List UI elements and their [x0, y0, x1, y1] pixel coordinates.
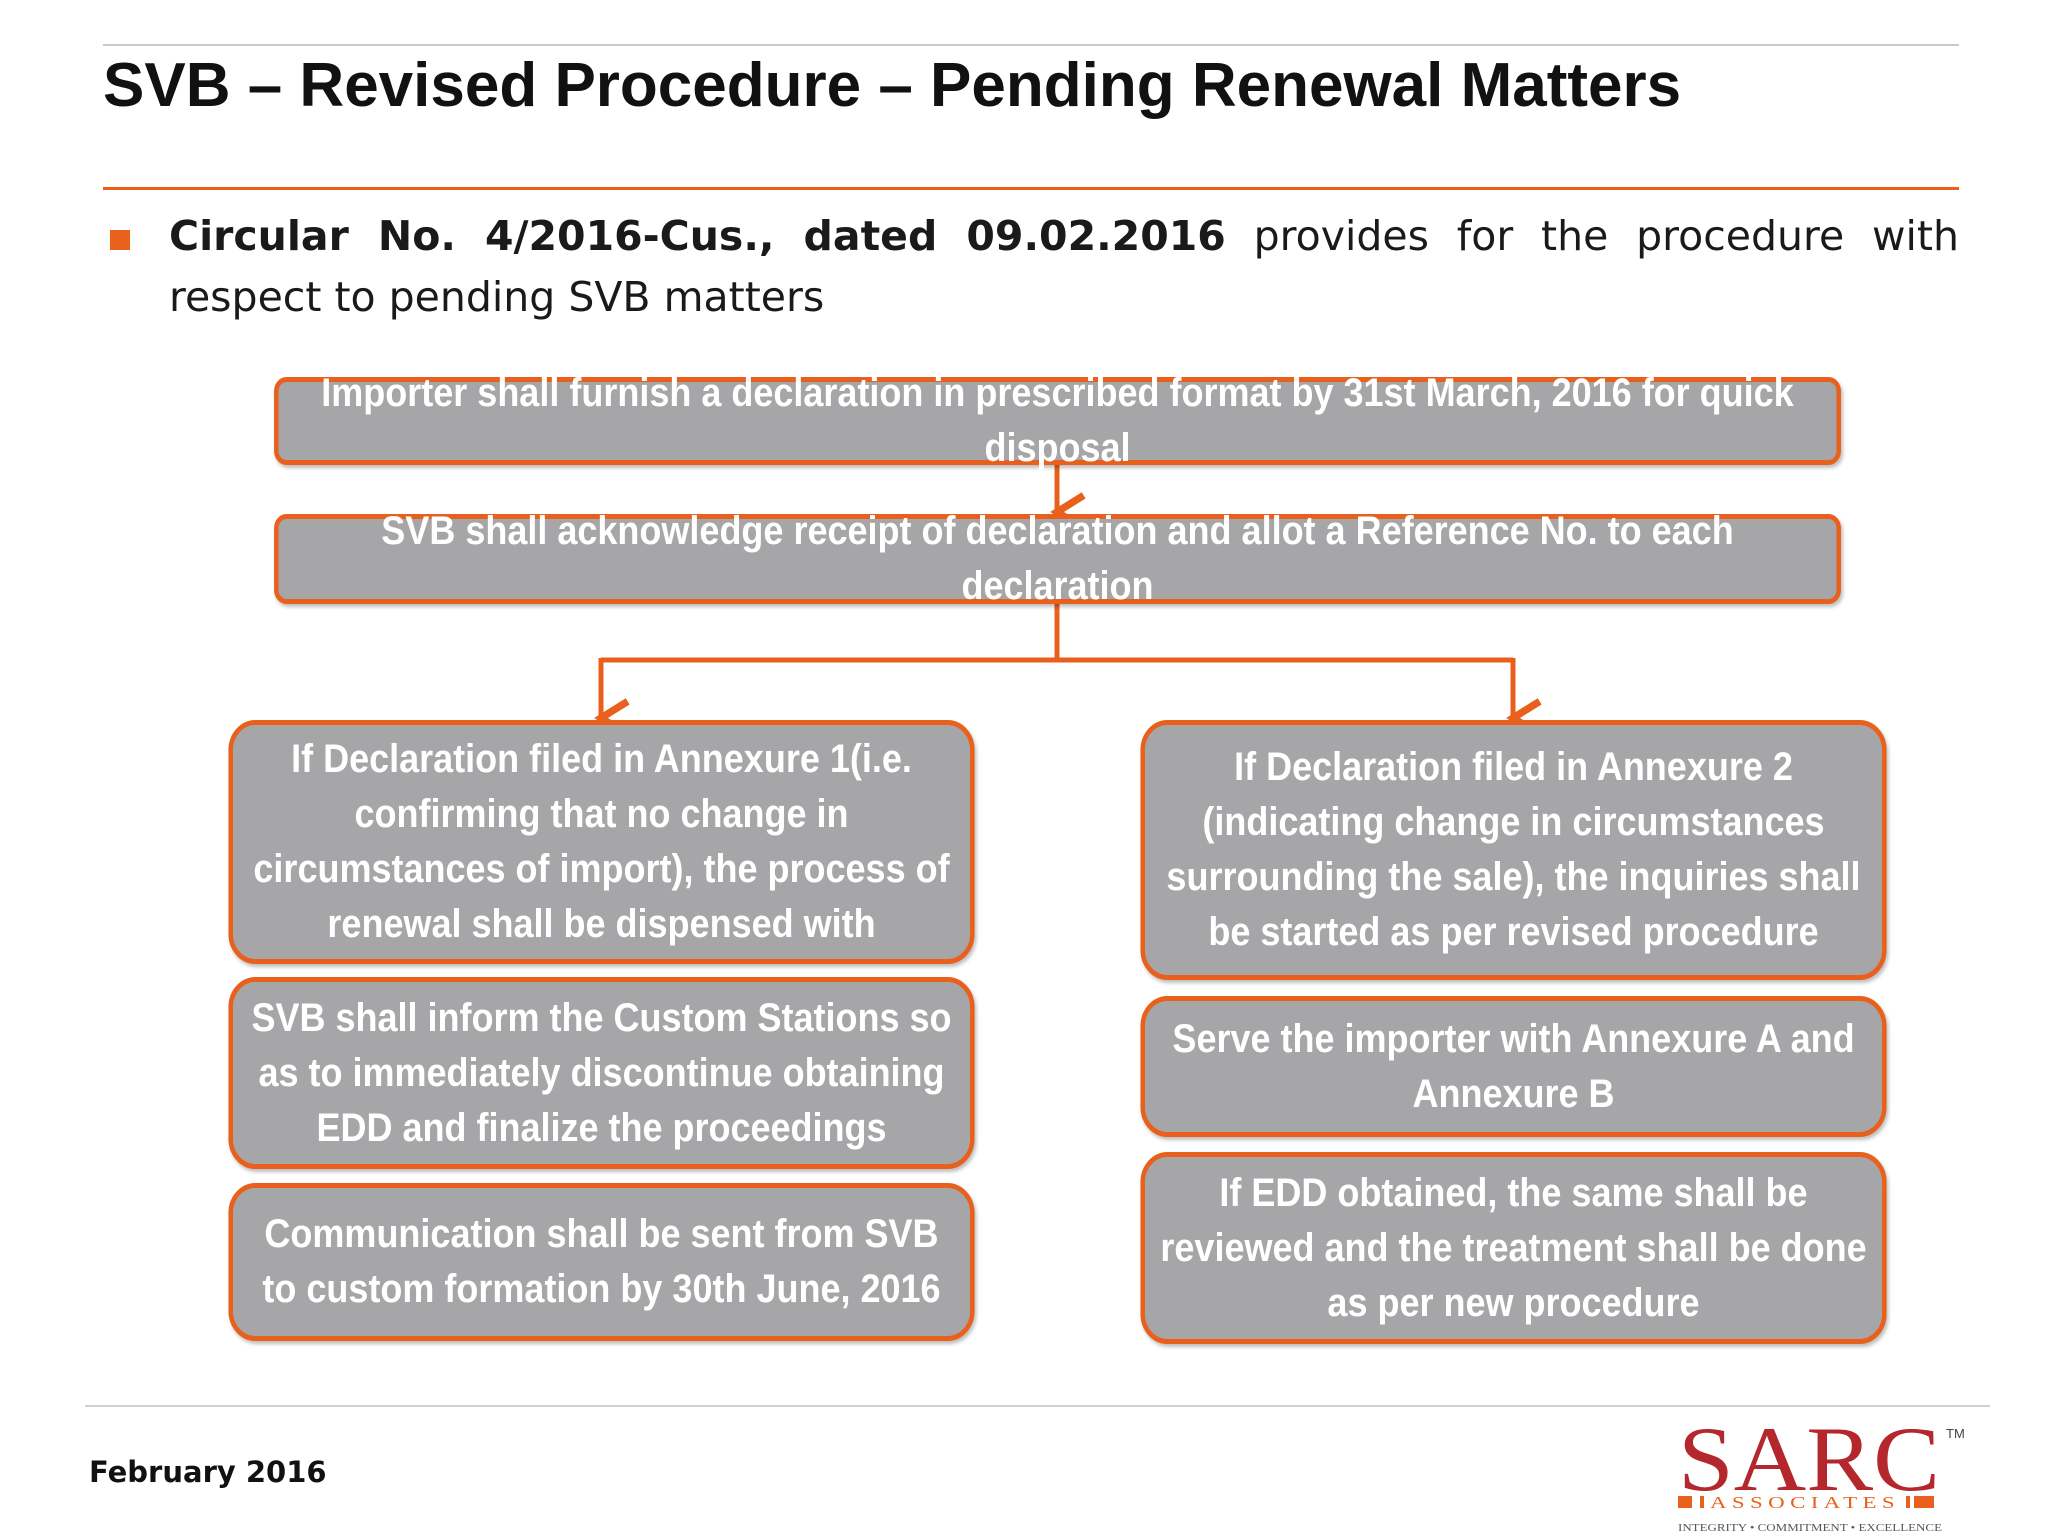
- flow-step-declaration-text: Importer shall furnish a declaration in …: [321, 371, 1794, 470]
- right-branch-serve-text: Serve the importer with Annexure A and A…: [1172, 1016, 1855, 1116]
- logo-trademark: TM: [1946, 1426, 1965, 1441]
- left-branch-annexure-1: If Declaration filed in Annexure 1(i.e. …: [228, 720, 975, 964]
- circular-bullet-text: Circular No. 4/2016-Cus., dated 09.02.20…: [169, 206, 1959, 328]
- footer-date: February 2016: [89, 1455, 327, 1489]
- left-branch-communication-text: Communication shall be sent from SVB to …: [262, 1212, 941, 1311]
- flow-step-acknowledge-text: SVB shall acknowledge receipt of declara…: [381, 509, 1734, 608]
- square-bullet-icon: [110, 230, 130, 250]
- logo-tagline: INTEGRITY • COMMITMENT • EXCELLENCE: [1678, 1523, 1942, 1534]
- top-rule: [103, 44, 1959, 46]
- logo-wordmark: SARC: [1678, 1418, 1940, 1510]
- left-branch-communication: Communication shall be sent from SVB to …: [228, 1183, 975, 1341]
- right-branch-serve-importer: Serve the importer with Annexure A and A…: [1140, 996, 1887, 1137]
- logo-associates: ASSOCIATES: [1710, 1493, 1900, 1512]
- footer-rule: [85, 1405, 1990, 1407]
- left-branch-annexure-1-text: If Declaration filed in Annexure 1(i.e. …: [253, 737, 950, 946]
- right-branch-annexure-2-text: If Declaration filed in Annexure 2 (indi…: [1166, 745, 1861, 954]
- circular-reference: Circular No. 4/2016-Cus., dated 09.02.20…: [169, 212, 1226, 260]
- slide-title: SVB – Revised Procedure – Pending Renewa…: [103, 51, 1682, 120]
- left-branch-inform-text: SVB shall inform the Custom Stations so …: [251, 995, 952, 1150]
- left-branch-inform-custom-stations: SVB shall inform the Custom Stations so …: [228, 977, 975, 1169]
- sarc-associates-logo: SARC TM ASSOCIATES INTEGRITY • COMMITMEN…: [1678, 1418, 1965, 1534]
- right-branch-edd-text: If EDD obtained, the same shall be revie…: [1160, 1170, 1867, 1325]
- flow-step-acknowledge: SVB shall acknowledge receipt of declara…: [274, 509, 1841, 608]
- title-underline: [103, 187, 1959, 190]
- circular-description: provides for the procedure with respect …: [169, 212, 1959, 321]
- right-branch-edd-review: If EDD obtained, the same shall be revie…: [1140, 1152, 1887, 1344]
- right-branch-annexure-2: If Declaration filed in Annexure 2 (indi…: [1140, 720, 1887, 980]
- flow-step-declaration: Importer shall furnish a declaration in …: [274, 371, 1841, 470]
